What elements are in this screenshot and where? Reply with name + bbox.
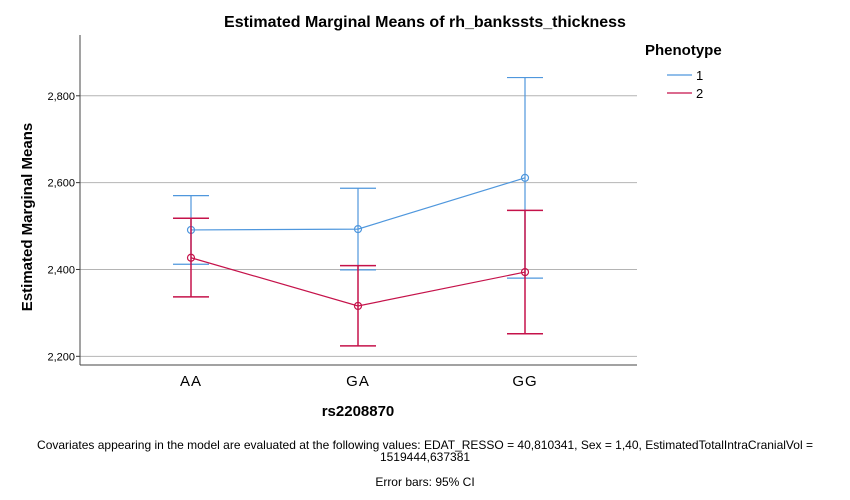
legend-label-2: 2	[696, 86, 703, 101]
series-2-point	[186, 253, 196, 262]
covariates-footnote-line2: 1519444,637381	[379, 450, 471, 464]
series-1-point	[520, 173, 530, 182]
x-tick-label: GG	[512, 373, 537, 390]
plot-area: 2,200 2,400 2,600 2,800 AA GA GG	[47, 35, 637, 390]
error-bars-footnote: Error bars: 95% CI	[375, 475, 475, 489]
y-tick-label: 2,600	[47, 178, 75, 190]
covariates-footnote-line1: Covariates appearing in the model are ev…	[37, 438, 813, 452]
y-tick-label: 2,200	[47, 351, 75, 363]
y-tick-label: 2,800	[47, 91, 75, 103]
series-1-point	[353, 224, 363, 234]
series-1-line	[190, 177, 526, 231]
x-axis-label: rs2208870	[322, 403, 395, 420]
chart-title: Estimated Marginal Means of rh_bankssts_…	[224, 14, 626, 31]
series-2-line	[190, 257, 526, 307]
series-2-point	[353, 301, 363, 311]
x-tick-label: GA	[346, 373, 370, 390]
legend: Phenotype 1 2	[645, 42, 722, 101]
x-tick-label: AA	[180, 373, 202, 390]
covariates-footnote: Covariates appearing in the model are ev…	[0, 439, 850, 463]
legend-title: Phenotype	[645, 42, 722, 59]
legend-label-1: 1	[696, 68, 703, 83]
series-2-point	[520, 267, 530, 277]
y-axis-label: Estimated Marginal Means	[19, 123, 36, 311]
y-tick-label: 2,400	[47, 264, 75, 276]
